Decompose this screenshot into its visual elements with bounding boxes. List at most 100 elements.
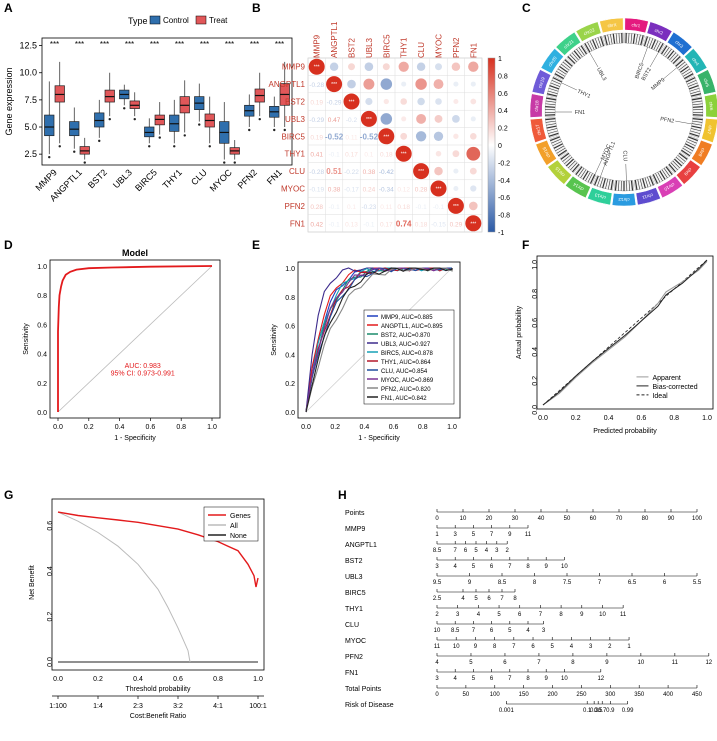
- y-tick-label-f: 0.2: [532, 376, 539, 386]
- ideogram-stripe: [690, 93, 702, 97]
- ideogram-stripe: [562, 61, 571, 69]
- ideogram-stripe: [560, 152, 570, 160]
- nomogram-tick-label: 2: [608, 644, 612, 650]
- x-tick-label-a: PFN2: [236, 167, 259, 190]
- colorbar-tick-label: 0.6: [498, 91, 508, 98]
- ideogram-stripe: [569, 54, 577, 62]
- legend-label-e: THY1, AUC=0.864: [381, 360, 431, 366]
- gene-tick: [649, 52, 659, 68]
- ideogram-stripe: [670, 162, 678, 171]
- x-axis-label-f: Predicted probability: [593, 428, 657, 435]
- ideogram-stripe: [610, 34, 613, 45]
- x-tick-label-e: 0.2: [330, 424, 340, 431]
- legend-label-e: ANGPTL1, AUC=0.895: [381, 324, 443, 330]
- chromosome-label: chr15: [554, 166, 566, 178]
- ideogram-stripe: [639, 179, 643, 189]
- ideogram-stripe: [612, 33, 616, 44]
- nomogram-tick-label: 4: [570, 644, 574, 650]
- nomogram-tick-label: 3: [542, 628, 546, 634]
- panel-label-c: C: [522, 1, 531, 15]
- y-tick-label-e: 0.0: [285, 410, 295, 417]
- chromosome-segment: [657, 175, 683, 199]
- lower-value: -0.17: [344, 187, 359, 194]
- diagonal-circle: [413, 163, 430, 180]
- nomogram-tick-label: 4: [435, 660, 439, 666]
- nomogram-tick-label: 7: [472, 628, 476, 634]
- gene-label: THY1: [576, 89, 591, 100]
- x-tick-label-a: THY1: [161, 167, 184, 190]
- nomogram-tick-label: 0.99: [622, 708, 634, 714]
- chromosome-label: chr1: [631, 22, 641, 28]
- legend-label-e: MYOC, AUC=0.869: [381, 378, 434, 384]
- nomogram-tick-label: 6.5: [628, 580, 637, 586]
- chromosome-segment: [704, 93, 717, 118]
- chromosome-label: chr9: [683, 167, 693, 177]
- y-axis-label-e: Sensitivity: [271, 324, 278, 356]
- chromosome-segment: [635, 187, 661, 206]
- upper-circle: [453, 168, 459, 174]
- nomogram-tick-label: 3: [456, 612, 460, 618]
- ideogram-stripe: [684, 73, 694, 80]
- plot-frame-f: [536, 255, 714, 410]
- genes-line: [57, 511, 259, 588]
- diagonal-star: ***: [366, 117, 372, 123]
- diagonal-star: ***: [470, 221, 476, 227]
- diagonal-reference: [57, 265, 213, 413]
- col-label: MMP9: [313, 34, 322, 58]
- ideogram-stripe: [678, 63, 688, 71]
- ideogram-stripe: [657, 43, 664, 53]
- ideogram-stripe: [596, 176, 601, 187]
- legend-label-g: None: [230, 533, 247, 540]
- roc-curve-gene: [305, 267, 453, 413]
- ideogram-stripe: [571, 163, 580, 173]
- nomogram-tick-label: 6: [503, 660, 507, 666]
- upper-circle: [363, 78, 375, 90]
- x-tick-label-e: 0.8: [418, 424, 428, 431]
- nomogram-tick-label: 5: [472, 532, 476, 538]
- ideogram-stripe: [630, 180, 634, 191]
- nomogram-tick-label: 8: [559, 612, 563, 618]
- ideogram-stripe: [652, 174, 659, 184]
- box-control-outlier: [48, 155, 51, 159]
- ideogram-stripe: [545, 106, 556, 108]
- nomogram-tick-label: 10: [599, 612, 606, 618]
- nomogram-tick-label: 50: [564, 516, 571, 522]
- nomogram-tick-label: 40: [538, 516, 545, 522]
- ideogram-stripe: [618, 33, 620, 44]
- diagonal-star: ***: [383, 134, 389, 140]
- nomogram-tick-label: 0: [435, 516, 439, 522]
- ideogram-stripe: [582, 170, 589, 180]
- nomogram-row-label: THY1: [345, 606, 363, 613]
- row-label: BST2: [285, 98, 306, 107]
- legend-label-e: MMP9, AUC=0.885: [381, 315, 433, 321]
- nomogram-tick-label: 3: [435, 564, 439, 570]
- panel-e-roc-genes: 0.0 0.0 0.2 0.2 0.4 0.4 0.6 0.6 0.8 0.8 1.0 1.0 1 - …: [271, 261, 461, 442]
- chromosome-segment: [666, 31, 693, 56]
- ideogram-stripe: [591, 39, 598, 49]
- nomogram-tick-label: 4: [485, 548, 489, 554]
- colorbar-tick-label: 0.4: [498, 108, 508, 115]
- ideogram-stripe: [640, 35, 644, 46]
- gene-tick: [589, 52, 599, 68]
- lower-value: 0.28: [415, 187, 428, 194]
- nomogram-tick-label: 0.7: [598, 708, 607, 714]
- ideogram-stripe: [551, 79, 561, 85]
- nomogram-tick-label: 0: [435, 692, 439, 698]
- ideogram-stripe: [545, 100, 556, 103]
- ideogram-stripe: [692, 100, 703, 103]
- ideogram-stripe: [545, 118, 556, 121]
- panel-label-b: B: [252, 1, 261, 15]
- lower-value: 0.13: [345, 221, 358, 228]
- upper-circle: [401, 81, 407, 87]
- gene-tick: [641, 47, 648, 64]
- upper-circle: [470, 81, 476, 87]
- ideogram-stripe: [607, 179, 611, 190]
- colorbar-tick-label: -1: [498, 230, 504, 237]
- legend-label-g: All: [230, 523, 238, 530]
- x2-tick-label-g: 2:3: [133, 703, 143, 710]
- legend-label-e: PFN2, AUC=0.820: [381, 387, 431, 393]
- upper-circle: [434, 166, 443, 176]
- lower-value: 0.12: [397, 187, 410, 194]
- col-label: BST2: [348, 37, 357, 58]
